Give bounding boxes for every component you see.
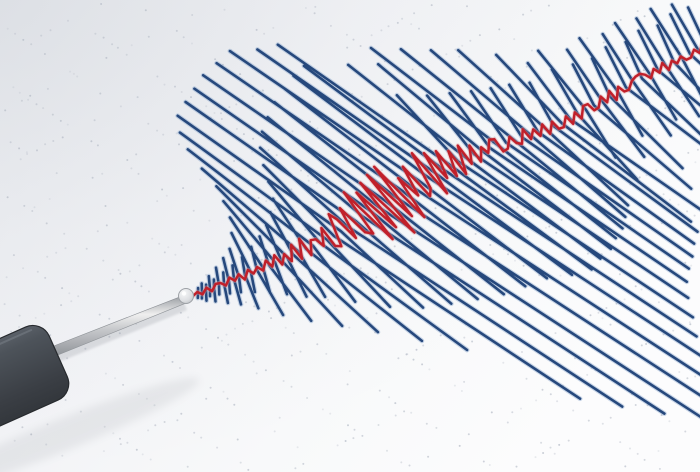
- pen-shadow: [0, 377, 200, 472]
- pen-nib-highlight: [181, 291, 187, 296]
- pen-body: [0, 324, 70, 472]
- pen-nib-cap: [178, 288, 194, 304]
- pen-body-highlight: [0, 328, 33, 407]
- seismograph-pen: [0, 288, 200, 472]
- trace-line: [191, 46, 700, 298]
- dotted-grid: [3, 3, 699, 471]
